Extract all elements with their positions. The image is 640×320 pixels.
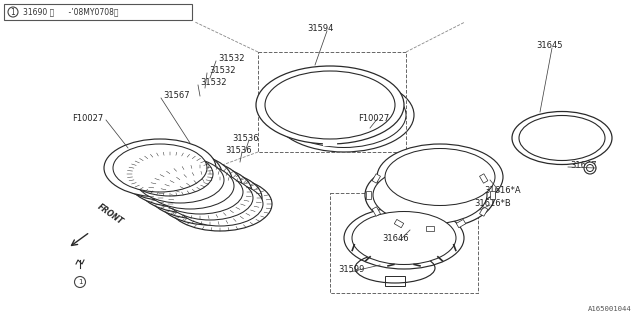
Polygon shape [490, 191, 495, 199]
Text: 31532: 31532 [209, 66, 236, 75]
Text: 31536: 31536 [225, 146, 252, 155]
Text: 31599: 31599 [338, 266, 364, 275]
Text: F10027: F10027 [358, 114, 389, 123]
Text: 31616*B: 31616*B [474, 198, 511, 207]
FancyBboxPatch shape [4, 4, 192, 20]
Ellipse shape [128, 153, 232, 207]
Bar [385, 276, 405, 286]
Text: FRONT: FRONT [96, 202, 125, 226]
Polygon shape [372, 174, 380, 183]
Ellipse shape [127, 152, 213, 196]
Text: 31646: 31646 [382, 234, 408, 243]
Ellipse shape [158, 171, 262, 225]
Text: A165001044: A165001044 [588, 306, 632, 312]
Circle shape [586, 164, 593, 172]
Text: 31532: 31532 [200, 77, 227, 86]
Ellipse shape [377, 144, 503, 210]
Ellipse shape [512, 111, 612, 164]
Ellipse shape [352, 212, 456, 265]
Text: 31690 〈      -’08MY0708〉: 31690 〈 -’08MY0708〉 [23, 7, 118, 17]
Text: F10027: F10027 [72, 114, 103, 123]
Text: 31594: 31594 [307, 23, 333, 33]
Text: 1: 1 [11, 7, 15, 17]
Polygon shape [365, 191, 371, 199]
Ellipse shape [113, 144, 207, 192]
Ellipse shape [177, 182, 263, 226]
Ellipse shape [118, 147, 222, 201]
Ellipse shape [157, 170, 243, 214]
Text: 31532: 31532 [218, 53, 244, 62]
Ellipse shape [373, 166, 487, 224]
Ellipse shape [104, 139, 216, 197]
Polygon shape [479, 207, 488, 216]
Text: 31647: 31647 [570, 161, 596, 170]
Text: 31567: 31567 [163, 91, 189, 100]
Ellipse shape [274, 78, 414, 152]
Ellipse shape [138, 159, 242, 213]
Ellipse shape [519, 116, 605, 161]
Ellipse shape [167, 176, 253, 220]
Text: 31645: 31645 [536, 41, 563, 50]
Polygon shape [372, 207, 380, 216]
Ellipse shape [136, 157, 224, 203]
Ellipse shape [256, 66, 404, 144]
Ellipse shape [146, 163, 234, 209]
Polygon shape [394, 220, 404, 228]
Polygon shape [479, 174, 488, 183]
Circle shape [584, 162, 596, 174]
Ellipse shape [344, 207, 464, 269]
Text: 31536: 31536 [232, 133, 259, 142]
Polygon shape [456, 220, 466, 228]
Ellipse shape [282, 83, 406, 148]
Ellipse shape [365, 161, 495, 229]
Ellipse shape [385, 148, 495, 205]
Text: 31616*A: 31616*A [484, 186, 520, 195]
Ellipse shape [168, 177, 272, 231]
Ellipse shape [148, 165, 252, 219]
Polygon shape [426, 226, 434, 230]
Text: 1: 1 [77, 279, 83, 285]
Ellipse shape [265, 71, 395, 139]
